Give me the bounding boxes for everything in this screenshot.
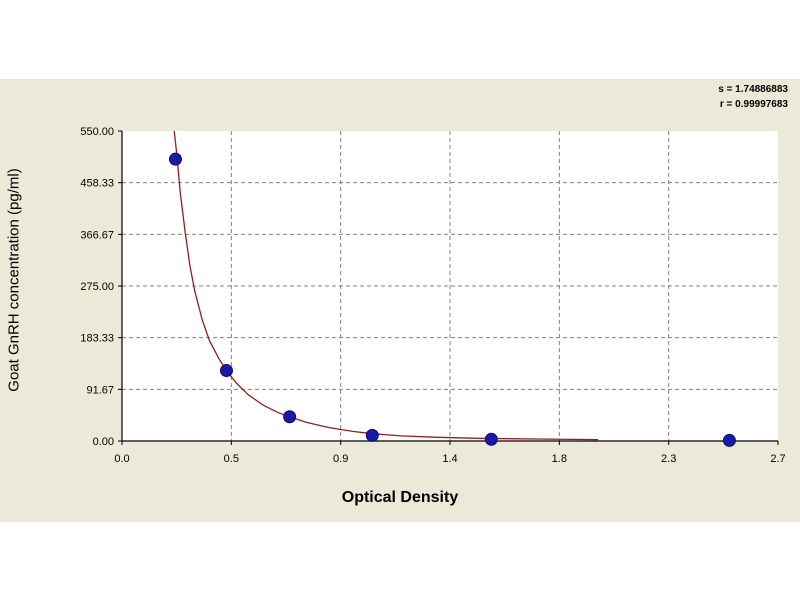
tick-label-layer: 0.0 0.5 0.9 1.4 1.8 2.3 2.7 0.00 91.67 183.33 275.… — [80, 126, 785, 465]
y-tick-label: 550.00 — [80, 126, 114, 138]
x-tick-label: 2.3 — [661, 453, 676, 465]
fit-curve-line — [173, 130, 599, 441]
chart-svg: 0.0 0.5 0.9 1.4 1.8 2.3 2.7 0.00 91.67 183.33 275.… — [80, 126, 785, 465]
data-point — [168, 152, 182, 166]
x-axis-label: Optical Density — [341, 489, 459, 506]
y-tick-label: 458.33 — [80, 178, 114, 190]
data-point — [722, 433, 736, 447]
data-point-layer — [168, 152, 736, 447]
data-point — [484, 432, 498, 446]
data-point — [219, 364, 233, 378]
y-tick-label: 183.33 — [80, 333, 114, 345]
data-point — [283, 410, 297, 424]
chart-frame: 0.0 0.5 0.9 1.4 1.8 2.3 2.7 0.00 91.67 183.33 275.… — [0, 79, 800, 522]
x-tick-label: 0.0 — [114, 453, 129, 465]
stat-r: r = 0.99997683 — [719, 99, 788, 110]
y-tick-label: 275.00 — [80, 281, 114, 293]
x-tick-label: 2.7 — [770, 453, 785, 465]
fit-curve-layer — [173, 130, 599, 441]
y-tick-label: 0.00 — [93, 436, 114, 448]
grid-layer — [122, 131, 778, 441]
stat-s: s = 1.74886883 — [718, 84, 788, 95]
x-tick-label: 1.8 — [552, 453, 567, 465]
y-tick-label: 91.67 — [86, 384, 114, 396]
y-axis-label: Goat GnRH concentration (pg/ml) — [5, 168, 23, 392]
data-point — [365, 428, 379, 442]
y-tick-label: 366.67 — [80, 229, 114, 241]
axis-layer — [118, 130, 779, 445]
x-tick-label: 1.4 — [442, 453, 457, 465]
x-tick-label: 0.9 — [333, 453, 348, 465]
x-tick-label: 0.5 — [224, 453, 239, 465]
